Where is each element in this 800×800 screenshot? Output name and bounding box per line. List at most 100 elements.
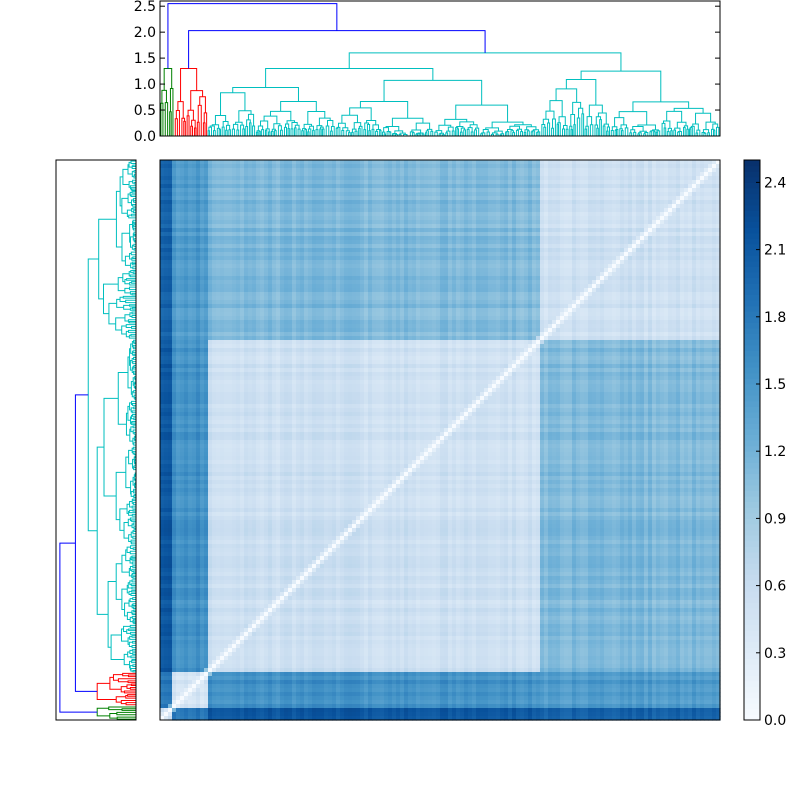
heatmap-cell [704,228,709,233]
heatmap-cell [320,216,325,221]
heatmap-cell [400,220,405,225]
heatmap-cell [680,240,685,245]
heatmap-cell [572,168,577,173]
heatmap-cell [508,216,513,221]
heatmap-cell [360,216,365,221]
heatmap-cell [200,200,205,205]
heatmap-cell [188,176,193,181]
heatmap-cell [292,252,297,257]
heatmap-cell [348,164,353,169]
heatmap-cell [512,244,517,249]
top-dendro-link [221,93,245,116]
heatmap-cell [288,220,293,225]
heatmap-cell [288,160,293,165]
heatmap-cell [232,212,237,217]
heatmap-cell [432,264,437,269]
heatmap-cell [636,188,641,193]
heatmap-cell [220,220,225,225]
heatmap-cell [680,244,685,249]
heatmap-cell [572,276,577,281]
heatmap-cell [296,256,301,261]
heatmap-cell [620,252,625,257]
heatmap-cell [500,260,505,265]
heatmap-cell [216,176,221,181]
heatmap-cell [664,272,669,277]
heatmap-cell [568,164,573,169]
heatmap-cell [692,228,697,233]
heatmap-cell [480,256,485,261]
heatmap-cell [476,248,481,253]
heatmap-cell [540,272,545,277]
heatmap-cell [708,216,713,221]
heatmap-cell [532,236,537,241]
heatmap-cell [272,196,277,201]
heatmap-cell [332,268,337,273]
heatmap-cell [320,208,325,213]
heatmap-cell [308,180,313,185]
heatmap-cell [208,264,213,269]
heatmap-cell [548,280,553,285]
heatmap-cell [428,220,433,225]
heatmap-cell [712,184,717,189]
heatmap-cell [436,200,441,205]
heatmap-cell [460,176,465,181]
heatmap-cell [488,212,493,217]
heatmap-cell [276,180,281,185]
heatmap-cell [188,240,193,245]
heatmap-cell [488,236,493,241]
heatmap-cell [468,236,473,241]
heatmap-cell [448,164,453,169]
heatmap-cell [644,248,649,253]
heatmap-cell [220,244,225,249]
heatmap-cell [684,240,689,245]
heatmap-cell [216,256,221,261]
heatmap-cell [244,160,249,165]
heatmap-cell [476,232,481,237]
heatmap-cell [700,200,705,205]
heatmap-cell [312,204,317,209]
heatmap-cell [316,240,321,245]
heatmap-cell [340,184,345,189]
heatmap-cell [584,264,589,269]
heatmap-cell [688,160,693,165]
heatmap-cell [604,180,609,185]
heatmap-cell [220,236,225,241]
heatmap-cell [420,256,425,261]
heatmap-cell [680,172,685,177]
heatmap-cell [596,260,601,265]
heatmap-cell [596,160,601,165]
heatmap-cell [596,264,601,269]
heatmap-cell [252,184,257,189]
left-dendro-link [132,282,136,284]
left-dendro-link [131,195,136,197]
heatmap-cell [252,264,257,269]
heatmap-cell [300,160,305,165]
heatmap-cell [708,164,713,169]
heatmap-cell [468,264,473,269]
top-dendro-link [223,121,228,127]
heatmap-cell [404,212,409,217]
heatmap-cell [224,220,229,225]
heatmap-cell [412,160,417,165]
heatmap-cell [576,220,581,225]
heatmap-cell [236,228,241,233]
heatmap-cell [208,276,213,281]
heatmap-cell [644,164,649,169]
heatmap-cell [600,192,605,197]
heatmap-cell [620,264,625,269]
top-ytick-label: 2.5 [134,0,156,15]
heatmap-cell [440,204,445,209]
heatmap-cell [220,264,225,269]
heatmap-cell [540,180,545,185]
heatmap-cell [180,272,185,277]
heatmap-cell [188,248,193,253]
heatmap-cell [496,264,501,269]
left-dendro-link [132,307,136,308]
heatmap-cell [300,232,305,237]
heatmap-cell [196,168,201,173]
heatmap-cell [516,268,521,273]
heatmap-cell [532,172,537,177]
heatmap-cell [184,160,189,165]
heatmap-cell [512,192,517,197]
heatmap-cell [276,172,281,177]
